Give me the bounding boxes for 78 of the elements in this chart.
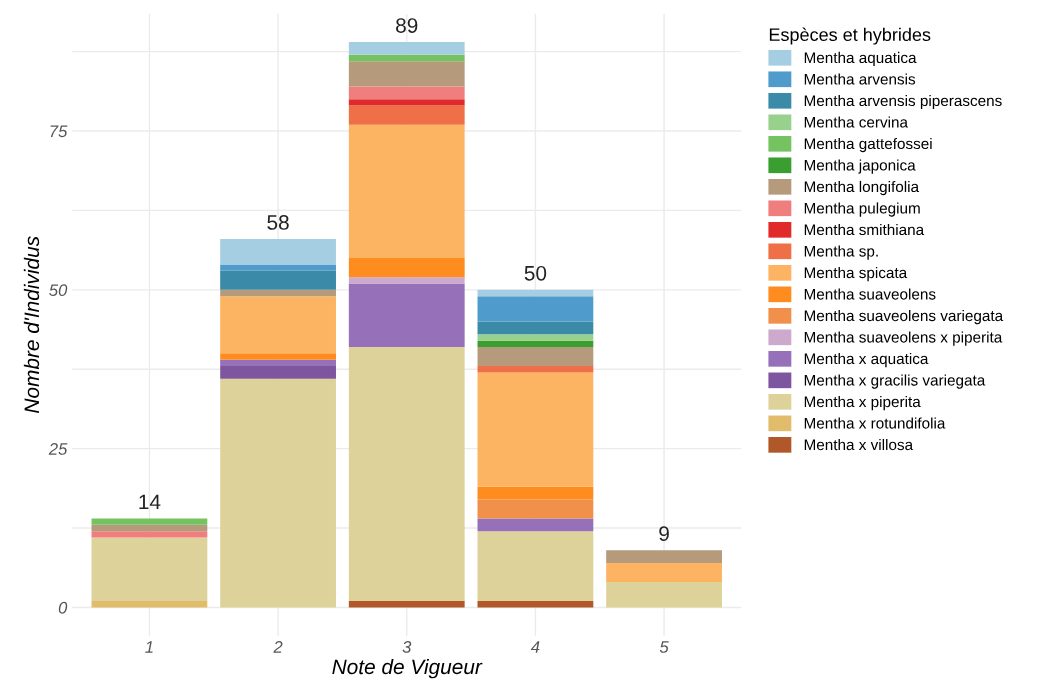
bar	[348, 258, 465, 278]
bar	[220, 359, 336, 367]
total-label: 14	[139, 494, 161, 510]
y-tick-label: 75	[50, 125, 68, 138]
bar	[477, 289, 594, 297]
legend-label: Mentha pulegium	[804, 202, 920, 217]
bar	[477, 296, 594, 322]
bar	[91, 601, 208, 608]
y-tick-label: 25	[48, 443, 68, 455]
legend-title: Espèces et hybrides	[769, 27, 931, 45]
bar	[477, 347, 594, 367]
x-tick-label: 1	[145, 641, 153, 653]
x-tick-label: 3	[402, 641, 412, 653]
legend-label: Mentha suaveolens variegata	[804, 309, 1004, 325]
bar	[91, 518, 208, 525]
bar	[220, 239, 336, 265]
bar	[348, 61, 465, 87]
legend-label: Mentha smithiana	[804, 223, 925, 236]
legend-label: Mentha longifolia	[804, 180, 920, 196]
bar	[477, 340, 594, 347]
y-axis-title: Nombre d'Individus	[23, 236, 40, 413]
total-label: 9	[659, 526, 669, 542]
legend-label: Mentha japonica	[804, 159, 916, 174]
legend-label: Mentha x aquatica	[804, 352, 929, 368]
bar	[348, 347, 465, 602]
total-label: 50	[524, 265, 547, 281]
x-tick-label: 5	[659, 641, 669, 653]
legend-label: Mentha cervina	[804, 116, 908, 128]
bar	[477, 486, 594, 500]
bar	[220, 296, 336, 354]
x-tick-label: 4	[530, 641, 540, 653]
bar	[220, 289, 336, 297]
bar	[477, 366, 594, 373]
legend-label: Mentha x piperita	[804, 395, 921, 411]
legend-label: Mentha x gracilis variegata	[804, 374, 986, 389]
bar	[606, 582, 722, 608]
bar	[348, 105, 465, 125]
legend-label: Mentha x villosa	[804, 438, 914, 451]
bar	[477, 499, 594, 519]
bar	[477, 601, 594, 608]
legend-label: Mentha arvensis	[804, 73, 916, 85]
x-tick-label: 2	[273, 641, 283, 653]
bar	[220, 366, 336, 379]
legend-label: Mentha aquatica	[804, 51, 917, 67]
bar	[477, 518, 594, 532]
bar	[91, 531, 208, 538]
bar	[91, 537, 208, 602]
bar	[348, 283, 465, 347]
legend-label: Mentha sp.	[804, 245, 878, 260]
bar	[606, 562, 722, 583]
bar	[220, 378, 336, 608]
bar	[220, 353, 336, 360]
bar	[348, 86, 465, 100]
bar	[606, 550, 722, 563]
legend-label: Mentha suaveolens	[804, 288, 936, 300]
bar	[220, 264, 336, 271]
bar	[220, 270, 336, 290]
bar	[91, 524, 208, 532]
total-label: 58	[267, 215, 289, 230]
bar	[348, 601, 465, 608]
bar	[477, 372, 594, 487]
x-axis-title: Note de Vigueur	[332, 658, 483, 679]
bar	[348, 277, 465, 284]
legend-label: Mentha spicata	[804, 266, 908, 282]
bar	[477, 321, 594, 335]
bar	[348, 42, 465, 55]
y-tick-label: 0	[58, 601, 68, 614]
bar	[348, 54, 465, 62]
legend-label: Mentha arvensis piperascens	[804, 94, 1002, 110]
bar	[348, 124, 465, 259]
legend-label: Mentha x rotundifolia	[804, 417, 946, 429]
total-label: 89	[396, 18, 418, 33]
y-tick-label: 50	[49, 284, 68, 297]
bar	[477, 531, 594, 602]
bar	[348, 99, 465, 106]
legend-label: Mentha suaveolens x piperita	[804, 331, 1003, 346]
bar	[477, 334, 594, 341]
legend-label: Mentha gattefossei	[804, 137, 932, 153]
